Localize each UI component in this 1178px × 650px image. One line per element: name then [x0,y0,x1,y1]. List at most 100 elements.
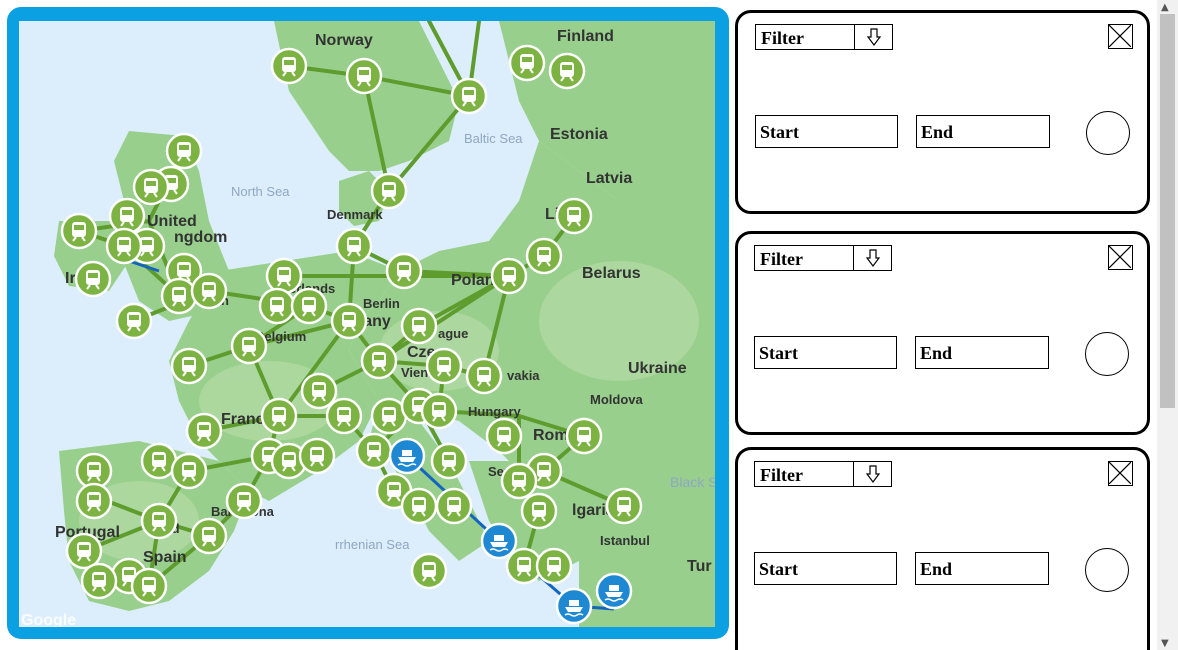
ferry-icon[interactable] [388,437,426,475]
train-icon[interactable] [160,277,198,315]
down-arrow-icon[interactable] [853,462,891,486]
svg-text:Berlin: Berlin [363,296,400,311]
end-label: End [921,122,954,142]
train-icon[interactable] [525,237,563,275]
train-icon[interactable] [565,417,603,455]
train-icon[interactable] [270,442,308,480]
station-markers[interactable] [60,44,643,625]
train-icon[interactable] [105,227,143,265]
end-field[interactable]: End [916,115,1050,148]
train-icon[interactable] [330,302,368,340]
train-icon[interactable] [265,257,303,295]
train-icon[interactable] [508,44,546,82]
scrollbar-thumb[interactable] [1160,14,1175,408]
filter-dropdown[interactable]: Filter [754,245,892,271]
train-icon[interactable] [75,482,113,520]
filter-dropdown[interactable]: Filter [754,461,892,487]
svg-text:Norway: Norway [315,32,373,49]
end-field[interactable]: End [915,552,1049,585]
go-button[interactable] [1085,332,1129,376]
rail-map[interactable]: Norway Finland Estonia Latvia Lithu Denm… [19,21,715,627]
train-icon[interactable] [325,397,363,435]
ferry-icon[interactable] [480,522,518,560]
train-icon[interactable] [410,552,448,590]
train-icon[interactable] [400,307,438,345]
train-icon[interactable] [355,432,393,470]
train-icon[interactable] [425,347,463,385]
train-icon[interactable] [520,492,558,530]
train-icon[interactable] [60,212,98,250]
end-field[interactable]: End [915,336,1049,369]
train-icon[interactable] [225,482,263,520]
train-icon[interactable] [140,442,178,480]
train-icon[interactable] [258,287,296,325]
train-icon[interactable] [335,227,373,265]
train-icon[interactable] [465,357,503,395]
svg-text:Ukraine: Ukraine [628,360,687,377]
train-icon[interactable] [185,412,223,450]
map-canvas[interactable]: Norway Finland Estonia Latvia Lithu Denm… [19,21,715,627]
down-arrow-icon[interactable] [853,246,891,270]
close-icon[interactable] [1108,245,1133,270]
train-icon[interactable] [300,372,338,410]
route-panel-2: Filter Start End [735,231,1150,435]
train-icon[interactable] [360,342,398,380]
train-icon[interactable] [435,487,473,525]
ferry-icon[interactable] [555,587,593,625]
train-icon[interactable] [420,392,458,430]
train-icon[interactable] [370,397,408,435]
train-icon[interactable] [190,517,228,555]
train-icon[interactable] [108,197,146,235]
train-icon[interactable] [535,547,573,585]
train-icon[interactable] [75,452,113,490]
train-icon[interactable] [290,287,328,325]
train-icon[interactable] [385,252,423,290]
go-button[interactable] [1086,111,1130,155]
start-field[interactable]: Start [754,336,897,369]
close-icon[interactable] [1108,461,1133,486]
vertical-scrollbar[interactable]: ▲ ▼ [1157,0,1178,650]
train-icon[interactable] [555,197,593,235]
train-icon[interactable] [370,172,408,210]
go-button[interactable] [1085,548,1129,592]
train-icon[interactable] [430,442,468,480]
start-field[interactable]: Start [755,115,898,148]
start-field[interactable]: Start [754,552,897,585]
train-icon[interactable] [450,77,488,115]
svg-text:Hungary: Hungary [468,404,522,419]
ferry-icon[interactable] [595,572,633,610]
start-label: Start [759,343,798,363]
train-icon[interactable] [400,487,438,525]
svg-text:lgaria: lgaria [572,502,615,519]
train-icon[interactable] [170,452,208,490]
train-icon[interactable] [190,272,228,310]
train-icon[interactable] [485,417,523,455]
train-icon[interactable] [165,132,203,170]
train-icon[interactable] [80,562,118,600]
scroll-down-icon[interactable]: ▼ [1161,638,1169,649]
train-icon[interactable] [65,532,103,570]
train-icon[interactable] [132,168,170,206]
train-icon[interactable] [260,397,298,435]
train-icon[interactable] [230,327,268,365]
train-icon[interactable] [270,47,308,85]
down-arrow-icon[interactable] [854,25,892,49]
train-icon[interactable] [548,52,586,90]
train-icon[interactable] [298,437,336,475]
svg-text:United: United [147,213,197,230]
train-icon[interactable] [115,302,153,340]
train-icon[interactable] [345,57,383,95]
scroll-up-icon[interactable]: ▲ [1161,2,1169,13]
filter-dropdown[interactable]: Filter [755,24,893,50]
end-label: End [920,343,953,363]
train-icon[interactable] [500,462,538,500]
train-icon[interactable] [74,260,112,298]
close-icon[interactable] [1108,24,1133,49]
train-icon[interactable] [505,547,543,585]
start-label: Start [759,559,798,579]
train-icon[interactable] [140,502,178,540]
train-icon[interactable] [605,487,643,525]
train-icon[interactable] [130,567,168,605]
train-icon[interactable] [170,347,208,385]
train-icon[interactable] [490,257,528,295]
